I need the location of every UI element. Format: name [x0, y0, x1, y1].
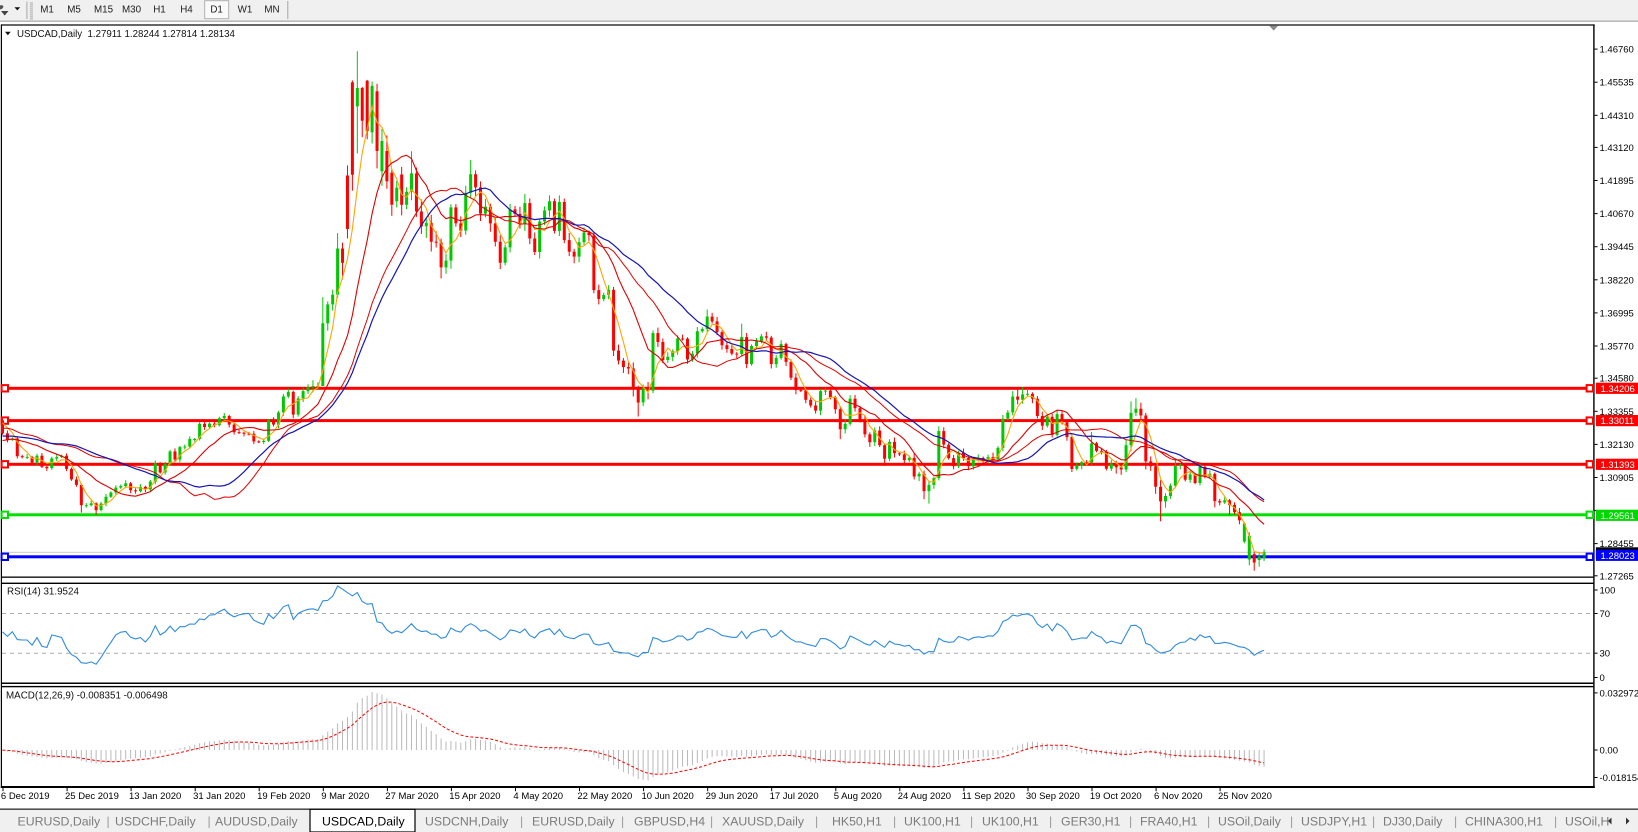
- svg-text:10 Jun 2020: 10 Jun 2020: [642, 791, 694, 802]
- svg-text:H1: H1: [153, 5, 166, 16]
- svg-text:15 Apr 2020: 15 Apr 2020: [449, 791, 500, 802]
- svg-text:1.44310: 1.44310: [1600, 111, 1634, 122]
- svg-text:1.28455: 1.28455: [1600, 539, 1634, 550]
- svg-text:1.46760: 1.46760: [1600, 45, 1634, 56]
- svg-text:H4: H4: [180, 5, 193, 16]
- svg-text:9 Mar 2020: 9 Mar 2020: [321, 791, 369, 802]
- svg-text:GBPUSD,H4: GBPUSD,H4: [634, 815, 705, 829]
- svg-text:UK100,H1: UK100,H1: [904, 815, 961, 829]
- svg-text:|: |: [1290, 815, 1293, 829]
- svg-text:M15: M15: [94, 5, 114, 16]
- svg-text:USDCAD,Daily 1.27911 1.28244: USDCAD,Daily 1.27911 1.28244 1.27814 1.2…: [17, 29, 236, 40]
- svg-text:1.39445: 1.39445: [1600, 242, 1634, 253]
- svg-text:1.30905: 1.30905: [1600, 473, 1634, 484]
- svg-text:DJ30,Daily: DJ30,Daily: [1383, 815, 1443, 829]
- svg-text:|: |: [1049, 815, 1052, 829]
- svg-text:1.36995: 1.36995: [1600, 308, 1634, 319]
- svg-text:RSI(14) 31.9524: RSI(14) 31.9524: [7, 587, 79, 598]
- svg-text:29 Jun 2020: 29 Jun 2020: [706, 791, 758, 802]
- svg-text:1.27265: 1.27265: [1600, 571, 1634, 582]
- svg-text:0: 0: [1600, 673, 1605, 684]
- svg-text:|: |: [710, 815, 713, 829]
- svg-text:1.34580: 1.34580: [1600, 374, 1634, 385]
- svg-text:USDCHF,Daily: USDCHF,Daily: [115, 815, 196, 829]
- svg-text:1.41895: 1.41895: [1600, 176, 1634, 187]
- svg-text:|: |: [208, 815, 211, 829]
- svg-text:XAUUSD,Daily: XAUUSD,Daily: [722, 815, 805, 829]
- svg-text:1.32130: 1.32130: [1600, 440, 1634, 451]
- svg-text:6 Dec 2019: 6 Dec 2019: [1, 791, 50, 802]
- svg-text:30 Sep 2020: 30 Sep 2020: [1026, 791, 1080, 802]
- svg-text:UK100,H1: UK100,H1: [982, 815, 1039, 829]
- svg-text:|: |: [520, 815, 523, 829]
- svg-text:AUDUSD,Daily: AUDUSD,Daily: [215, 815, 299, 829]
- svg-text:1.45535: 1.45535: [1600, 78, 1634, 89]
- svg-text:17 Jul 2020: 17 Jul 2020: [770, 791, 819, 802]
- svg-text:100: 100: [1600, 586, 1616, 597]
- svg-text:USOil,H: USOil,H: [1565, 815, 1609, 829]
- svg-text:6 Nov 2020: 6 Nov 2020: [1154, 791, 1203, 802]
- svg-text:1.28023: 1.28023: [1601, 551, 1635, 562]
- svg-text:19 Oct 2020: 19 Oct 2020: [1090, 791, 1142, 802]
- svg-text:1.35770: 1.35770: [1600, 342, 1634, 353]
- svg-text:FRA40,H1: FRA40,H1: [1140, 815, 1198, 829]
- svg-text:1.34206: 1.34206: [1601, 384, 1635, 395]
- svg-text:|: |: [107, 815, 110, 829]
- svg-text:30: 30: [1600, 649, 1611, 660]
- svg-text:31 Jan 2020: 31 Jan 2020: [193, 791, 245, 802]
- svg-text:USDCNH,Daily: USDCNH,Daily: [425, 815, 509, 829]
- svg-text:1.40670: 1.40670: [1600, 209, 1634, 220]
- svg-text:27 Mar 2020: 27 Mar 2020: [385, 791, 438, 802]
- svg-text:GER30,H1: GER30,H1: [1061, 815, 1121, 829]
- svg-text:USDCAD,Daily: USDCAD,Daily: [322, 815, 406, 829]
- svg-text:M5: M5: [67, 5, 81, 16]
- svg-text:USOil,Daily: USOil,Daily: [1218, 815, 1282, 829]
- svg-text:24 Aug 2020: 24 Aug 2020: [898, 791, 951, 802]
- svg-text:25 Nov 2020: 25 Nov 2020: [1218, 791, 1272, 802]
- svg-text:0.00: 0.00: [1600, 746, 1619, 757]
- svg-text:5 Aug 2020: 5 Aug 2020: [834, 791, 882, 802]
- svg-text:|: |: [815, 815, 818, 829]
- svg-text:|: |: [893, 815, 896, 829]
- svg-text:M1: M1: [40, 5, 54, 16]
- svg-text:|: |: [1554, 815, 1557, 829]
- svg-text:-0.018154: -0.018154: [1600, 773, 1638, 784]
- svg-text:USDJPY,H1: USDJPY,H1: [1301, 815, 1367, 829]
- svg-text:M30: M30: [122, 5, 142, 16]
- svg-text:|: |: [621, 815, 624, 829]
- svg-text:4 May 2020: 4 May 2020: [513, 791, 563, 802]
- svg-text:CHINA300,H1: CHINA300,H1: [1465, 815, 1543, 829]
- svg-text:13 Jan 2020: 13 Jan 2020: [129, 791, 181, 802]
- svg-text:1.38220: 1.38220: [1600, 275, 1634, 286]
- svg-text:HK50,H1: HK50,H1: [832, 815, 882, 829]
- svg-text:1.43120: 1.43120: [1600, 143, 1634, 154]
- svg-text:22 May 2020: 22 May 2020: [577, 791, 632, 802]
- svg-text:MN: MN: [264, 5, 279, 16]
- svg-text:25 Dec 2019: 25 Dec 2019: [65, 791, 119, 802]
- svg-text:|: |: [1207, 815, 1210, 829]
- svg-text:|: |: [1129, 815, 1132, 829]
- svg-text:11 Sep 2020: 11 Sep 2020: [962, 791, 1015, 802]
- svg-text:1.31393: 1.31393: [1601, 460, 1635, 471]
- svg-text:1.29561: 1.29561: [1601, 511, 1635, 522]
- svg-text:1.33011: 1.33011: [1601, 416, 1635, 427]
- svg-text:70: 70: [1600, 609, 1611, 620]
- svg-text:|: |: [1372, 815, 1375, 829]
- svg-text:|: |: [970, 815, 973, 829]
- svg-text:EURUSD,Daily: EURUSD,Daily: [532, 815, 616, 829]
- svg-text:1.33355: 1.33355: [1600, 407, 1634, 418]
- svg-text:0.032972: 0.032972: [1600, 688, 1638, 699]
- svg-text:MACD(12,26,9) -0.008351 -0.006: MACD(12,26,9) -0.008351 -0.006498: [6, 691, 168, 702]
- svg-text:19 Feb 2020: 19 Feb 2020: [257, 791, 310, 802]
- svg-text:|: |: [1454, 815, 1457, 829]
- svg-text:W1: W1: [238, 5, 253, 16]
- svg-text:EURUSD,Daily: EURUSD,Daily: [18, 815, 102, 829]
- svg-text:D1: D1: [210, 5, 223, 16]
